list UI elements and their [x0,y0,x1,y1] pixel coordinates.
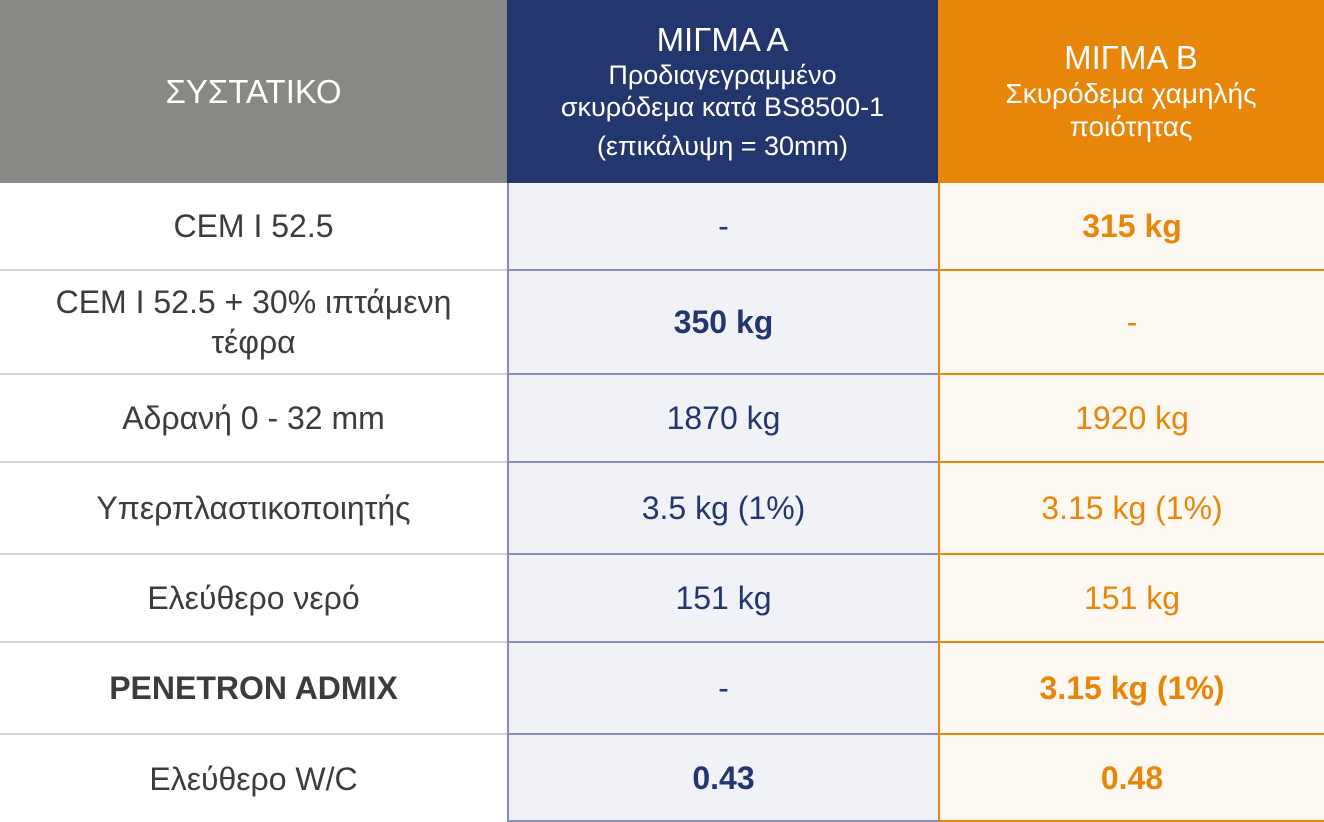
row-ingredient-cem: CEM I 52.5 [0,183,507,271]
row-free-water-mix-a: 151 kg [507,555,938,643]
row-ingredient-free-wc: Ελεύθερο W/C [0,735,507,822]
header-ingredient: ΣΥΣΤΑΤΙΚΟ [0,0,507,183]
row-free-water-mix-b: 151 kg [938,555,1324,643]
row-cem-mix-b: 315 kg [938,183,1324,271]
header-ingredient-label: ΣΥΣΤΑΤΙΚΟ [165,72,342,110]
row-penetron-admix-mix-b: 3.15 kg (1%) [938,643,1324,735]
row-superplasticizer-mix-b: 3.15 kg (1%) [938,463,1324,555]
row-ingredient-aggregates: Αδρανή 0 - 32 mm [0,375,507,463]
row-ingredient-penetron-admix: PENETRON ADMIX [0,643,507,735]
row-aggregates-mix-a: 1870 kg [507,375,938,463]
row-free-wc-mix-b: 0.48 [938,735,1324,822]
row-superplasticizer-mix-a: 3.5 kg (1%) [507,463,938,555]
mix-b-description-line2: ποιότητας [1069,111,1193,143]
row-cem-mix-a: - [507,183,938,271]
row-ingredient-free-water: Ελεύθερο νερό [0,555,507,643]
mix-b-title: ΜΙΓΜΑ Β [1064,38,1198,76]
mix-a-description-line3: (επικάλυψη = 30mm) [596,130,849,161]
mix-a-description-line1: Προδιαγεγραμμένο [608,59,837,90]
row-ingredient-superplasticizer: Υπερπλαστικοποιητής [0,463,507,555]
mix-a-title: ΜΙΓΜΑ Α [656,20,789,58]
header-mix-b: ΜΙΓΜΑ Β Σκυρόδεμα χαμηλής ποιότητας [938,0,1324,183]
row-aggregates-mix-b: 1920 kg [938,375,1324,463]
row-cem-flyash-mix-b: - [938,271,1324,375]
row-penetron-admix-mix-a: - [507,643,938,735]
row-free-wc-mix-a: 0.43 [507,735,938,822]
row-ingredient-cem-flyash: CEM I 52.5 + 30% ιπτάμενη τέφρα [0,271,507,375]
header-mix-a: ΜΙΓΜΑ Α Προδιαγεγραμμένο σκυρόδεμα κατά … [507,0,938,183]
mix-a-description-line2: σκυρόδεμα κατά BS8500-1 [560,92,885,123]
row-cem-flyash-mix-a: 350 kg [507,271,938,375]
mix-b-description-line1: Σκυρόδεμα χαμηλής [1005,77,1257,109]
